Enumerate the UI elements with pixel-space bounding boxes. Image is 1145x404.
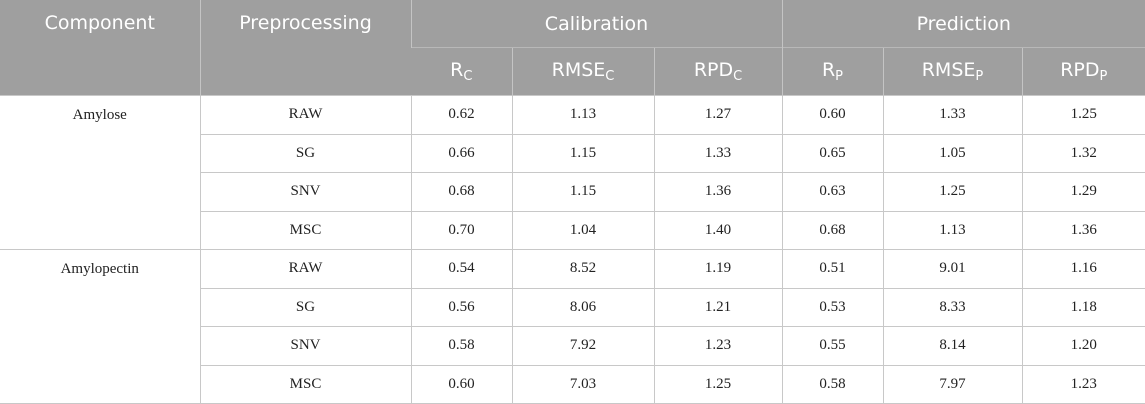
value-cell: 0.60 — [781, 95, 884, 135]
value-cell: 0.70 — [410, 210, 513, 250]
value-cell: 1.27 — [653, 95, 783, 135]
value-cell: 1.23 — [653, 326, 783, 366]
value-cell: 1.18 — [1021, 287, 1145, 327]
preprocessing-cell: MSC — [199, 364, 412, 404]
component-cell: Amylose — [0, 95, 201, 250]
table-row: MSC 0.60 7.03 1.25 0.58 7.97 1.23 — [0, 364, 1145, 404]
value-cell: 0.53 — [781, 287, 884, 327]
value-cell: 1.25 — [1021, 95, 1145, 135]
table-row: SNV 0.58 7.92 1.23 0.55 8.14 1.20 — [0, 326, 1145, 366]
value-cell: 1.15 — [511, 172, 655, 212]
value-cell: 8.52 — [511, 249, 655, 289]
value-cell: 1.40 — [653, 210, 783, 250]
column-name: R — [821, 59, 836, 81]
header-cell: RPDC — [653, 47, 782, 96]
preprocessing-cell: RAW — [199, 95, 412, 135]
value-cell: 8.33 — [882, 287, 1023, 327]
value-cell: 1.33 — [882, 95, 1023, 135]
table-row: SG 0.66 1.15 1.33 0.65 1.05 1.32 — [0, 133, 1145, 173]
value-cell: 0.68 — [410, 172, 513, 212]
header-cell: RP — [781, 47, 883, 96]
value-cell: 0.51 — [781, 249, 884, 289]
value-cell: 1.05 — [882, 133, 1023, 173]
value-cell: 1.15 — [511, 133, 655, 173]
column-subscript: P — [835, 69, 844, 84]
value-cell: 0.66 — [410, 133, 513, 173]
value-cell: 7.03 — [511, 364, 655, 404]
value-cell: 0.55 — [781, 326, 884, 366]
header-cell: Calibration — [410, 0, 782, 48]
column-name: RPD — [1060, 59, 1100, 81]
value-cell: 1.29 — [1021, 172, 1145, 212]
preprocessing-cell: MSC — [199, 210, 412, 250]
header-cell: RC — [411, 47, 512, 96]
value-cell: 1.25 — [653, 364, 783, 404]
header-row: RC RMSEC RPDC RP RMSEP RPDP — [0, 47, 1145, 96]
preprocessing-cell: RAW — [199, 249, 412, 289]
value-cell: 0.54 — [410, 249, 513, 289]
table-body: Amylose RAW 0.62 1.13 1.27 0.60 1.33 1.25 SG 0.66… — [0, 95, 1145, 404]
header-row: Component Preprocessing Calibration Pred… — [0, 0, 1145, 96]
header-cell: RMSEC — [511, 47, 654, 96]
table-header: Component Preprocessing Calibration Pred… — [0, 0, 1145, 96]
header-cell: RMSEP — [882, 47, 1022, 96]
value-cell: 1.21 — [653, 287, 783, 327]
value-cell: 1.25 — [882, 172, 1023, 212]
column-subscript: C — [733, 69, 743, 84]
table-row: Amylose RAW 0.62 1.13 1.27 0.60 1.33 1.25 — [0, 95, 1145, 250]
value-cell: 1.16 — [1021, 249, 1145, 289]
column-subscript: C — [463, 69, 473, 84]
value-cell: 1.13 — [882, 210, 1023, 250]
preprocessing-cell: SNV — [199, 326, 412, 366]
value-cell: 1.33 — [653, 133, 783, 173]
table-row: MSC 0.70 1.04 1.40 0.68 1.13 1.36 — [0, 210, 1145, 250]
column-subscript: C — [605, 69, 615, 84]
value-cell: 0.58 — [781, 364, 884, 404]
column-name: RPD — [693, 59, 734, 81]
value-cell: 7.92 — [511, 326, 655, 366]
value-cell: 8.06 — [511, 287, 655, 327]
value-cell: 0.62 — [410, 95, 513, 135]
value-cell: 7.97 — [882, 364, 1023, 404]
header-cell: RPDP — [1021, 47, 1145, 96]
value-cell: 1.19 — [653, 249, 783, 289]
header-cell: Prediction — [781, 0, 1145, 48]
column-name: RMSE — [551, 59, 606, 81]
value-cell: 1.36 — [1021, 210, 1145, 250]
table-row: SNV 0.68 1.15 1.36 0.63 1.25 1.29 — [0, 172, 1145, 212]
value-cell: 1.20 — [1021, 326, 1145, 366]
preprocessing-cell: SNV — [199, 172, 412, 212]
value-cell: 1.23 — [1021, 364, 1145, 404]
value-cell: 1.32 — [1021, 133, 1145, 173]
value-cell: 1.13 — [511, 95, 655, 135]
value-cell: 9.01 — [882, 249, 1023, 289]
column-name: R — [450, 59, 464, 81]
value-cell: 0.56 — [410, 287, 513, 327]
value-cell: 1.04 — [511, 210, 655, 250]
column-subscript: P — [1099, 69, 1108, 84]
component-cell: Amylopectin — [0, 249, 201, 404]
header-cell: Component — [0, 0, 200, 96]
preprocessing-cell: SG — [199, 287, 412, 327]
value-cell: 0.65 — [781, 133, 884, 173]
column-name: RMSE — [921, 59, 976, 81]
preprocessing-cell: SG — [199, 133, 412, 173]
value-cell: 8.14 — [882, 326, 1023, 366]
value-cell: 0.58 — [410, 326, 513, 366]
column-subscript: P — [975, 69, 984, 84]
value-cell: 0.63 — [781, 172, 884, 212]
value-cell: 0.60 — [410, 364, 513, 404]
header-cell: Preprocessing — [199, 0, 411, 96]
value-cell: 1.36 — [653, 172, 783, 212]
table-row: Amylopectin RAW 0.54 8.52 1.19 0.51 9.01 1.16 — [0, 249, 1145, 404]
value-cell: 0.68 — [781, 210, 884, 250]
